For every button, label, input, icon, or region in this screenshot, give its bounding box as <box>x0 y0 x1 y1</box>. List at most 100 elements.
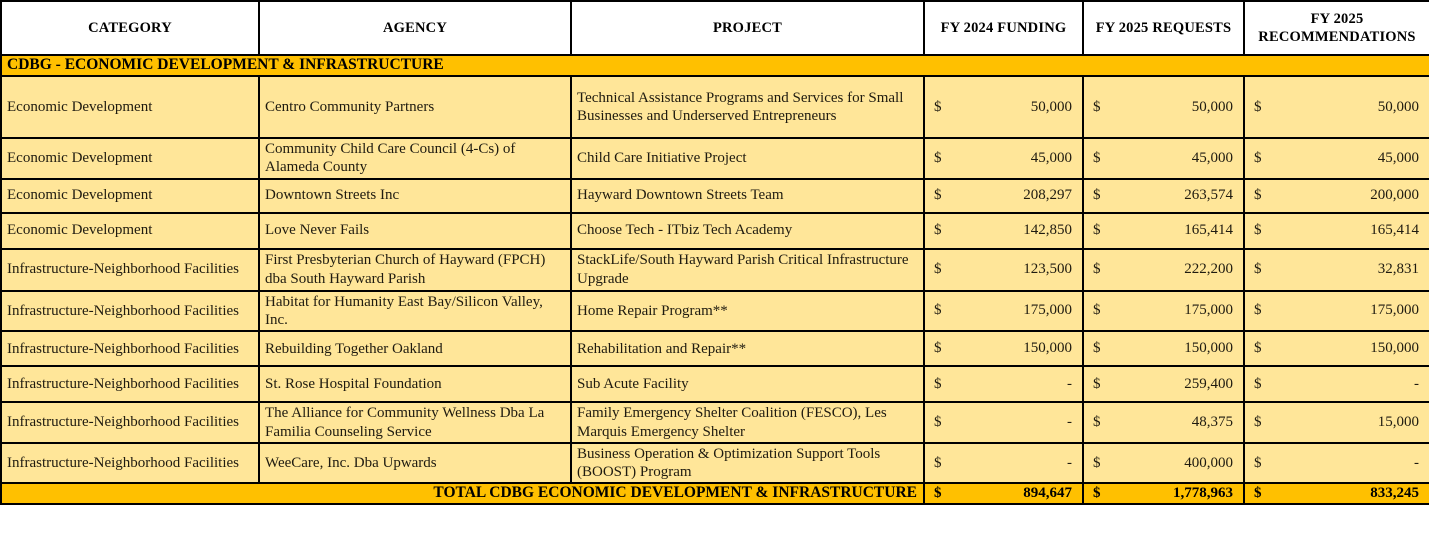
agency-cell: Love Never Fails <box>258 211 572 250</box>
section-header-row: CDBG - ECONOMIC DEVELOPMENT & INFRASTRUC… <box>0 53 1429 78</box>
project-cell: Hayward Downtown Streets Team <box>570 177 925 214</box>
agency-cell: St. Rose Hospital Foundation <box>258 365 572 404</box>
amount: 222,200 <box>1184 261 1233 278</box>
amount: 175,000 <box>1370 302 1419 319</box>
agency-cell: WeeCare, Inc. Dba Upwards <box>258 441 572 485</box>
agency-cell: Rebuilding Together Oakland <box>258 330 572 368</box>
column-header-fy2025-requests: FY 2025 REQUESTS <box>1082 0 1245 56</box>
project-cell: Sub Acute Facility <box>570 365 925 404</box>
currency-symbol: $ <box>1093 414 1101 431</box>
fy2025-requests-cell: $400,000 <box>1082 441 1245 485</box>
fy2025-recommendations-cell: $165,414 <box>1243 211 1429 250</box>
fy2024-funding-cell: $142,850 <box>923 211 1084 250</box>
amount: 400,000 <box>1184 454 1233 471</box>
currency-symbol: $ <box>1254 485 1262 502</box>
fy2025-recommendations-cell: $150,000 <box>1243 330 1429 368</box>
amount: 50,000 <box>1191 98 1233 115</box>
amount: 45,000 <box>1191 149 1233 166</box>
amount: 263,574 <box>1184 187 1233 204</box>
fy2025-recommendations-cell: $ - <box>1243 441 1429 485</box>
category-cell: Economic Development <box>0 211 260 250</box>
project-cell: Rehabilitation and Repair** <box>570 330 925 368</box>
fy2025-requests-cell: $48,375 <box>1082 401 1245 444</box>
amount: 150,000 <box>1370 340 1419 357</box>
currency-symbol: $ <box>934 187 942 204</box>
fy2025-requests-cell: $165,414 <box>1082 211 1245 250</box>
category-cell: Economic Development <box>0 75 260 140</box>
fy2024-funding-cell: $ - <box>923 401 1084 444</box>
currency-symbol: $ <box>1254 98 1262 115</box>
currency-symbol: $ <box>1254 414 1262 431</box>
fy2025-recommendations-cell: $50,000 <box>1243 75 1429 140</box>
fy2024-funding-cell: $123,500 <box>923 247 1084 292</box>
table-row: Infrastructure-Neighborhood Facilities Th… <box>0 401 1429 444</box>
fy2025-requests-cell: $50,000 <box>1082 75 1245 140</box>
category-cell: Economic Development <box>0 137 260 180</box>
table-row: Infrastructure-Neighborhood Facilities Ha… <box>0 289 1429 333</box>
amount: 208,297 <box>1023 187 1072 204</box>
amount: 150,000 <box>1184 340 1233 357</box>
fy2024-funding-cell: $150,000 <box>923 330 1084 368</box>
fy2024-funding-cell: $175,000 <box>923 289 1084 333</box>
total-label: TOTAL CDBG ECONOMIC DEVELOPMENT & INFRAS… <box>0 482 925 506</box>
amount: 45,000 <box>1030 149 1072 166</box>
total-fy2024-funding-cell: $ 894,647 <box>923 482 1084 506</box>
amount: 50,000 <box>1377 98 1419 115</box>
funding-table: CATEGORY AGENCY PROJECT FY 2024 FUNDING … <box>0 0 1429 506</box>
currency-symbol: $ <box>1093 485 1101 502</box>
currency-symbol: $ <box>1254 261 1262 278</box>
currency-symbol: $ <box>934 340 942 357</box>
category-cell: Infrastructure-Neighborhood Facilities <box>0 330 260 368</box>
total-row: TOTAL CDBG ECONOMIC DEVELOPMENT & INFRAS… <box>0 482 1429 506</box>
currency-symbol: $ <box>934 149 942 166</box>
column-header-fy2024-funding: FY 2024 FUNDING <box>923 0 1084 56</box>
amount: 175,000 <box>1184 302 1233 319</box>
fy2024-funding-cell: $ - <box>923 441 1084 485</box>
amount: 165,414 <box>1370 222 1419 239</box>
currency-symbol: $ <box>1093 149 1101 166</box>
amount: 833,245 <box>1370 485 1419 502</box>
amount: - <box>1414 454 1419 471</box>
amount: 894,647 <box>1023 485 1072 502</box>
amount: 45,000 <box>1377 149 1419 166</box>
fy2025-requests-cell: $222,200 <box>1082 247 1245 292</box>
amount: 50,000 <box>1030 98 1072 115</box>
currency-symbol: $ <box>1254 187 1262 204</box>
project-cell: Choose Tech - ITbiz Tech Academy <box>570 211 925 250</box>
currency-symbol: $ <box>1254 454 1262 471</box>
currency-symbol: $ <box>934 375 942 392</box>
table-row: Infrastructure-Neighborhood Facilities Re… <box>0 330 1429 368</box>
section-header: CDBG - ECONOMIC DEVELOPMENT & INFRASTRUC… <box>0 53 1429 78</box>
agency-cell: The Alliance for Community Wellness Dba … <box>258 401 572 444</box>
fy2025-requests-cell: $263,574 <box>1082 177 1245 214</box>
category-cell: Infrastructure-Neighborhood Facilities <box>0 441 260 485</box>
fy2024-funding-cell: $ - <box>923 365 1084 404</box>
project-cell: Home Repair Program** <box>570 289 925 333</box>
fy2025-requests-cell: $259,400 <box>1082 365 1245 404</box>
currency-symbol: $ <box>1093 222 1101 239</box>
table-row: Infrastructure-Neighborhood Facilities St… <box>0 365 1429 404</box>
currency-symbol: $ <box>934 302 942 319</box>
project-cell: Child Care Initiative Project <box>570 137 925 180</box>
project-cell: Business Operation & Optimization Suppor… <box>570 441 925 485</box>
fy2024-funding-cell: $50,000 <box>923 75 1084 140</box>
currency-symbol: $ <box>1254 302 1262 319</box>
currency-symbol: $ <box>1254 149 1262 166</box>
currency-symbol: $ <box>1093 302 1101 319</box>
fy2025-recommendations-cell: $200,000 <box>1243 177 1429 214</box>
currency-symbol: $ <box>1093 98 1101 115</box>
currency-symbol: $ <box>1093 454 1101 471</box>
table-row: Infrastructure-Neighborhood Facilities Fi… <box>0 247 1429 292</box>
fy2025-requests-cell: $150,000 <box>1082 330 1245 368</box>
amount: - <box>1414 375 1419 392</box>
fy2025-requests-cell: $175,000 <box>1082 289 1245 333</box>
currency-symbol: $ <box>1093 261 1101 278</box>
table-row: Economic Development Love Never Fails Choo… <box>0 211 1429 250</box>
table-row: Infrastructure-Neighborhood Facilities We… <box>0 441 1429 485</box>
category-cell: Economic Development <box>0 177 260 214</box>
amount: - <box>1067 454 1072 471</box>
currency-symbol: $ <box>1254 375 1262 392</box>
currency-symbol: $ <box>934 222 942 239</box>
amount: - <box>1067 375 1072 392</box>
currency-symbol: $ <box>934 98 942 115</box>
